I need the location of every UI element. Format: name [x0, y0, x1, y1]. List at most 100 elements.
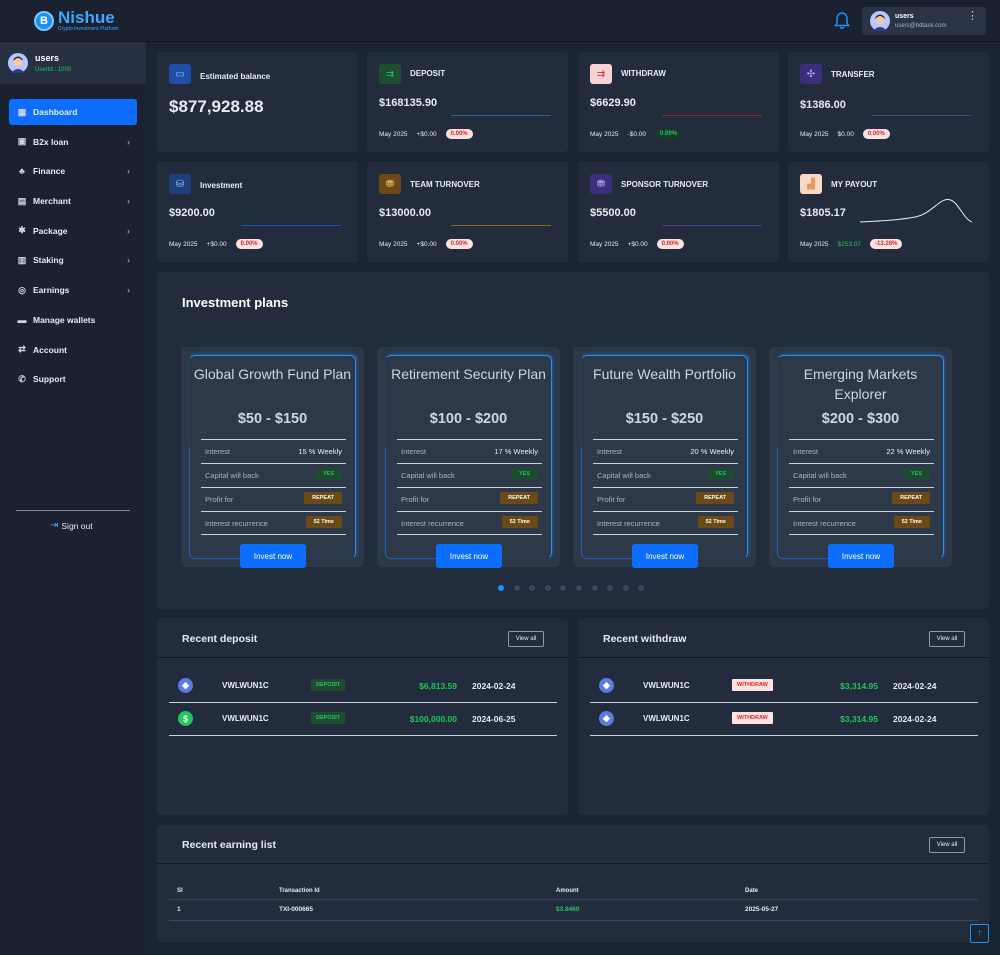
stat-card-sponsor-turnover: ⛃ SPONSOR TURNOVER $5500.00 May 2025 +$0.…	[578, 162, 779, 262]
sidebar-item-label: Earnings	[33, 285, 70, 296]
bitcoin-logo-icon: B	[34, 10, 54, 31]
chevron-right-icon: ›	[127, 136, 130, 147]
view-all-button[interactable]: View all	[929, 631, 965, 647]
time-badge: 52 Time	[893, 516, 930, 528]
stat-title: TEAM TURNOVER	[410, 180, 480, 189]
plan-row-interest: Interest 17 % Weekly	[397, 439, 542, 463]
time-badge: 52 Time	[697, 516, 734, 528]
stat-period: May 2025	[590, 240, 619, 248]
row-label: Interest recurrence	[205, 519, 268, 528]
table-header: Sl Transaction Id Amount Date	[169, 883, 978, 900]
row-value: 20 % Weekly	[690, 447, 734, 456]
view-all-button[interactable]: View all	[508, 631, 544, 647]
brand-logo[interactable]: B Nishue Crypto Investment Platform	[34, 9, 119, 32]
sidebar-user: users UserId : 1000	[0, 42, 146, 84]
cell-date: 2025-05-27	[745, 906, 779, 913]
carousel-dot[interactable]	[575, 585, 582, 591]
plan-row-interest: Interest 22 % Weekly	[789, 439, 934, 463]
status-badge: DEPOSIT	[311, 679, 346, 691]
row-value: 15 % Weekly	[298, 447, 342, 456]
withdraw-icon: ⇉	[590, 64, 612, 84]
plan-row-capital: Capital will back YES	[789, 463, 934, 487]
plan-name: Global Growth Fund Plan	[193, 366, 352, 382]
sparkline	[241, 225, 341, 226]
cell-sl: 1	[177, 906, 181, 913]
chevron-right-icon: ›	[127, 255, 130, 266]
carousel-dot[interactable]	[638, 585, 645, 591]
earnings-icon: ◎	[18, 284, 26, 295]
stat-percent-badge: -13.28%	[870, 239, 903, 249]
plan-row-profit: Profit for REPEAT	[397, 487, 542, 511]
invest-now-button[interactable]: Invest now	[436, 544, 502, 568]
stat-period: May 2025	[590, 130, 619, 138]
sidebar-item-label: Finance	[33, 166, 66, 177]
carousel-dot[interactable]	[513, 585, 520, 591]
stat-footer: May 2025 $0.00 0.00%	[800, 129, 890, 139]
plan-card: Retirement Security Plan $100 - $200 Int…	[377, 347, 560, 568]
investment-icon: ⛁	[169, 174, 191, 194]
stat-card-withdraw: ⇉ WITHDRAW $6629.90 May 2025 -$0.00 0.00%	[578, 52, 779, 152]
sidebar-item-label: B2x loan	[33, 136, 69, 147]
invest-now-button[interactable]: Invest now	[828, 544, 894, 568]
carousel-dot[interactable]	[560, 585, 567, 591]
carousel-dot[interactable]	[607, 585, 614, 591]
sidebar-item-dashboard[interactable]: ▦ Dashboard	[9, 99, 137, 125]
sidebar-item-manage-wallets[interactable]: ▬ Manage wallets	[9, 307, 137, 333]
signout-button[interactable]: ⇥ Sign out	[50, 520, 93, 531]
plan-price: $150 - $250	[625, 411, 704, 427]
repeat-badge: REPEAT	[500, 492, 538, 504]
logout-icon: ⇥	[50, 520, 59, 531]
tx-date: 2024-02-24	[472, 681, 516, 691]
sidebar-item-merchant[interactable]: ▤ Merchant ›	[9, 188, 137, 214]
row-label: Capital will back	[597, 471, 651, 480]
sidebar-item-b2x-loan[interactable]: ▣ B2x loan ›	[9, 129, 137, 155]
more-vertical-icon[interactable]: ⋮	[967, 10, 978, 22]
bell-icon[interactable]	[834, 12, 850, 30]
sidebar-item-support[interactable]: ✆ Support	[9, 366, 137, 392]
carousel-dots	[498, 585, 654, 591]
plan-name: Retirement Security Plan	[391, 366, 546, 382]
carousel-dot[interactable]	[498, 585, 504, 591]
sidebar-item-finance[interactable]: ♣ Finance ›	[9, 158, 137, 184]
status-badge: DEPOSIT	[311, 712, 346, 724]
tx-name: VWLWUN1C	[643, 681, 690, 690]
tx-amount: $6,813.59	[419, 681, 457, 691]
brand-name: Nishue	[58, 8, 115, 27]
plan-row-recurrence: Interest recurrence 52 Time	[201, 511, 346, 535]
sidebar-item-label: Account	[33, 344, 67, 355]
stat-period: May 2025	[379, 130, 408, 138]
stat-footer: May 2025 +$0.00 0.00%	[379, 129, 473, 139]
sponsor-icon: ⛃	[590, 174, 612, 194]
carousel-dot[interactable]	[529, 585, 536, 591]
tx-amount: $3,314.95	[840, 681, 878, 691]
sidebar-item-account[interactable]: ⇄ Account	[9, 337, 137, 363]
transfer-icon: ✣	[800, 64, 822, 84]
view-all-button[interactable]: View all	[929, 837, 965, 853]
dollar-icon: $	[178, 711, 193, 726]
table-row: ◆ VWLWUN1C DEPOSIT $6,813.59 2024-02-24	[169, 670, 557, 703]
invest-now-button[interactable]: Invest now	[632, 544, 698, 568]
user-menu[interactable]: users users@bdtask.com ⋮	[862, 7, 986, 35]
status-badge: WITHDRAW	[732, 712, 773, 724]
row-label: Profit for	[793, 495, 822, 504]
chevron-right-icon: ›	[127, 196, 130, 207]
plan-row-recurrence: Interest recurrence 52 Time	[789, 511, 934, 535]
carousel-dot[interactable]	[622, 585, 629, 591]
card-border	[385, 355, 552, 559]
sidebar-item-package[interactable]: ✱ Package ›	[9, 218, 137, 244]
sidebar-item-earnings[interactable]: ◎ Earnings ›	[9, 277, 137, 303]
stat-delta: +$0.00	[416, 130, 437, 138]
invest-now-button[interactable]: Invest now	[240, 544, 306, 568]
stat-footer: May 2025 $253.07 -13.28%	[800, 239, 903, 249]
sidebar-item-label: Package	[33, 225, 68, 236]
stat-delta: $0.00	[837, 130, 854, 138]
grid-icon: ▦	[17, 106, 27, 117]
plan-row-profit: Profit for REPEAT	[201, 487, 346, 511]
carousel-dot[interactable]	[544, 585, 551, 591]
stat-percent-badge: 0.00%	[862, 129, 890, 139]
scroll-to-top-button[interactable]: ↑	[970, 924, 989, 943]
stat-title: DEPOSIT	[410, 69, 446, 78]
sidebar-item-staking[interactable]: ▥ Staking ›	[9, 247, 137, 273]
carousel-dot[interactable]	[591, 585, 598, 591]
cell-amount: $3.8460	[556, 906, 580, 913]
